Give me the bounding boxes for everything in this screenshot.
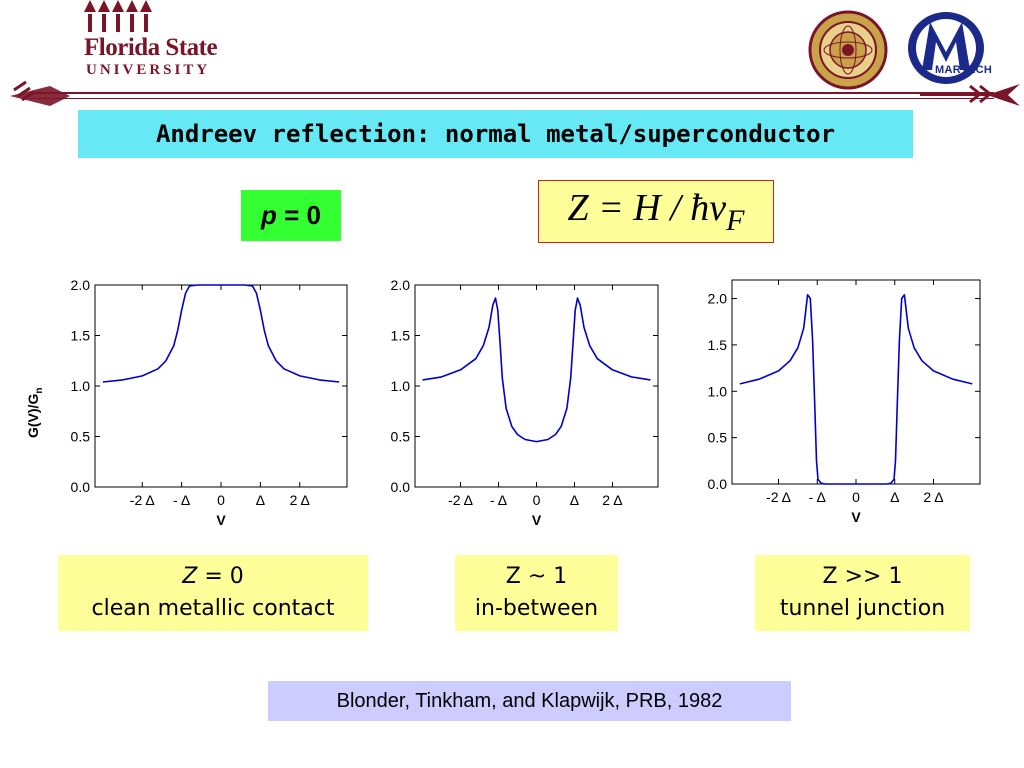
citation: Blonder, Tinkham, and Klapwijk, PRB, 198… [268,681,791,721]
y-tick-label: 2.0 [708,291,728,307]
x-tick-label: -2 Δ [130,492,155,508]
y-tick-label: 0.0 [71,479,91,495]
martech-logo [908,12,984,84]
caption-2-line2: in-between [474,596,599,621]
x-tick-label: - Δ [490,492,507,508]
y-tick-label: 2.0 [71,277,91,293]
y-tick-label: 0.0 [391,479,411,495]
title-banner [78,110,913,158]
plot-frame [414,284,659,488]
x-tick-label: - Δ [173,492,190,508]
y-tick-label: 0.5 [71,429,91,445]
z-formula-main: Z = H / ħv [567,187,727,229]
y-tick-label: 2.0 [391,277,411,293]
p-value-label: p = 0 [241,190,341,241]
caption-1-line1: = 0 [197,564,244,589]
x-tick-label: -2 Δ [766,489,791,505]
z-formula: Z = H / ħvF [538,180,774,243]
caption-1-line2: clean metallic contact [91,596,335,621]
x-tick-label: Δ [570,492,579,508]
x-axis-label: V [216,512,226,528]
plot-frame [94,284,348,488]
y-label-subscript: n [34,388,45,394]
right-arrow-icon [920,84,1020,106]
header-rule [30,92,994,94]
caption-1-var: Z [182,564,198,589]
x-tick-label: Δ [890,489,899,505]
x-tick-label: -2 Δ [448,492,473,508]
y-axis-label: G(V)/Gn [25,388,45,438]
y-label-main: G(V)/G [25,394,41,438]
y-tick-label: 1.0 [391,378,411,394]
chart-z-1: 0.0 0.5 1.0 1.5 2.0 -2 Δ - Δ 0 Δ 2 Δ V [391,277,659,528]
y-tick-label: 1.0 [71,378,91,394]
martech-label: MARTECH [935,64,993,76]
series-line [102,284,340,383]
y-axis-label-text: G(V)/Gn [25,388,45,438]
slide-title: Andreev reflection: normal metal/superco… [155,120,836,148]
y-tick-label: 1.5 [708,337,728,353]
x-tick-label: 0 [217,492,225,508]
y-tick-label: 0.0 [708,476,728,492]
x-axis-label: V [851,509,861,525]
p-equals-value: = 0 [276,200,321,230]
z-formula-box [538,180,774,243]
x-tick-label: 0 [533,492,541,508]
caption-3-line2: tunnel junction [779,596,946,621]
chart-z-0: 0.0 0.5 1.0 1.5 2.0 -2 Δ - Δ 0 Δ 2 Δ V [71,277,348,528]
x-tick-label: 2 Δ [602,492,622,508]
chart-z-large: 0.0 0.5 1.0 1.5 2.0 -2 Δ - Δ 0 Δ 2 Δ V [708,279,981,525]
caption-2-line1: Z ~ 1 [505,564,568,589]
caption-3-line1: Z >> 1 [822,564,903,589]
plot-frame [731,279,981,485]
z-formula-subscript: F [726,204,745,237]
y-tick-label: 0.5 [391,429,411,445]
x-tick-label: 2 Δ [923,489,943,505]
series-line [422,297,651,443]
header-rule-2 [30,98,994,99]
x-tick-label: 2 Δ [290,492,310,508]
series-line [739,294,973,485]
y-tick-label: 1.5 [391,328,411,344]
p-variable: p [261,200,277,230]
fsu-logo [10,0,152,106]
caption-tunnel-junction: Z >> 1 tunnel junction [755,555,970,631]
y-tick-label: 1.5 [71,328,91,344]
y-tick-label: 1.0 [708,383,728,399]
physics-seal-logo [808,10,888,90]
fsu-wordmark: Florida State [84,34,218,61]
x-tick-label: - Δ [809,489,826,505]
caption-clean-contact: Z = 0 clean metallic contact [58,555,368,631]
fsu-university-label: UNIVERSITY [86,62,211,78]
x-tick-label: 0 [852,489,860,505]
x-axis-label: V [532,512,542,528]
y-tick-label: 0.5 [708,430,728,446]
x-tick-label: Δ [256,492,265,508]
caption-in-between: Z ~ 1 in-between [455,555,618,631]
